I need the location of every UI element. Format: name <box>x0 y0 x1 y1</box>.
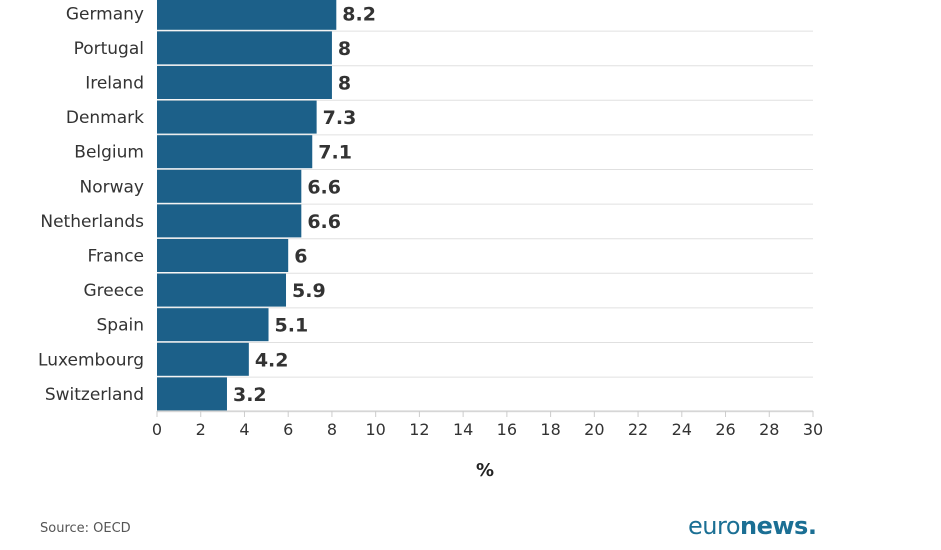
category-label: Spain <box>97 316 145 336</box>
bar-chart: Germany Portugal Ireland Denmark Belgium Norw… <box>38 0 823 481</box>
bar <box>157 135 313 169</box>
x-tick-label: 0 <box>152 420 162 439</box>
data-label: 4.2 <box>255 349 289 371</box>
bar <box>157 204 302 238</box>
bar <box>157 342 249 376</box>
category-label: Luxembourg <box>38 350 144 370</box>
category-label: Switzerland <box>45 385 144 405</box>
x-tick-label: 14 <box>453 420 473 439</box>
x-tick-label: 20 <box>584 420 604 439</box>
data-label: 5.9 <box>292 280 326 302</box>
data-label: 5.1 <box>275 315 309 337</box>
data-label: 7.3 <box>323 107 357 129</box>
data-label: 8 <box>338 38 351 60</box>
category-label: Belgium <box>74 143 144 163</box>
bar <box>157 0 337 30</box>
x-tick-label: 6 <box>283 420 293 439</box>
x-tick-label: 8 <box>327 420 337 439</box>
data-label: 6.6 <box>307 176 341 198</box>
x-tick-label: 26 <box>715 420 735 439</box>
data-label: 6.6 <box>307 211 341 233</box>
data-label: 6 <box>294 246 307 268</box>
brand-regular: euro <box>688 512 741 540</box>
data-label: 8 <box>338 73 351 95</box>
category-label: Germany <box>66 4 144 24</box>
x-tick-label: 10 <box>365 420 385 439</box>
bars <box>157 0 337 411</box>
gridlines <box>157 30 813 413</box>
data-label: 8.2 <box>342 3 376 25</box>
category-label: Greece <box>83 281 144 301</box>
category-label: Netherlands <box>40 212 144 232</box>
x-axis-title: % <box>476 460 494 481</box>
x-axis-ticks: 0 2 4 6 8 10 12 14 16 18 20 22 24 26 28 30 <box>152 411 823 439</box>
x-tick-label: 4 <box>239 420 249 439</box>
data-label: 3.2 <box>233 384 267 406</box>
bar <box>157 308 269 342</box>
x-tick-label: 18 <box>540 420 560 439</box>
category-label: Ireland <box>85 74 144 94</box>
bar <box>157 100 317 134</box>
x-tick-label: 16 <box>497 420 517 439</box>
x-tick-label: 2 <box>196 420 206 439</box>
category-label: Norway <box>80 177 145 197</box>
x-tick-label: 28 <box>759 420 779 439</box>
x-tick-label: 24 <box>672 420 692 439</box>
brand-bold: news. <box>740 512 817 540</box>
bar <box>157 31 332 65</box>
category-label: Denmark <box>66 108 144 128</box>
bar <box>157 377 227 411</box>
euronews-logo: euronews. <box>688 512 817 540</box>
x-tick-label: 12 <box>409 420 429 439</box>
bar <box>157 273 287 307</box>
x-tick-label: 30 <box>803 420 823 439</box>
category-labels: Germany Portugal Ireland Denmark Belgium Norw… <box>38 4 144 405</box>
bar <box>157 169 302 203</box>
source-note: Source: OECD <box>40 521 131 536</box>
bar <box>157 239 289 272</box>
category-label: Portugal <box>74 39 144 59</box>
data-label: 7.1 <box>318 142 352 164</box>
category-label: France <box>87 247 144 267</box>
x-tick-label: 22 <box>628 420 648 439</box>
bar <box>157 66 332 99</box>
